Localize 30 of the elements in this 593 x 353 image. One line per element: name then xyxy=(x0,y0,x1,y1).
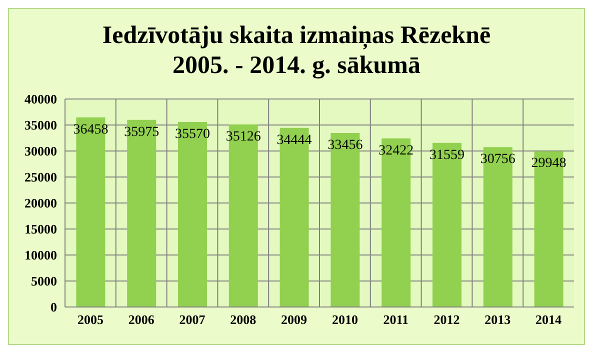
data-label: 35570 xyxy=(175,126,210,142)
x-tick-label: 2006 xyxy=(128,312,155,328)
x-tick-label: 2007 xyxy=(179,312,206,328)
x-tick-label: 2011 xyxy=(383,312,408,328)
y-tick-label: 10000 xyxy=(24,248,57,263)
chart-title: Iedzīvotāju skaita izmaiņas Rēzeknē 2005. - 2014. g. sākumā xyxy=(101,21,492,81)
data-label: 34444 xyxy=(276,132,312,148)
y-tick-label: 20000 xyxy=(24,196,57,211)
x-tick-label: 2005 xyxy=(77,312,104,328)
x-tick-label: 2009 xyxy=(281,312,308,328)
data-label: 33456 xyxy=(328,138,363,153)
data-label: 36458 xyxy=(73,122,108,138)
y-tick-label: 0 xyxy=(50,300,57,315)
data-label: 35126 xyxy=(226,129,261,144)
data-label: 35975 xyxy=(124,124,160,140)
y-tick-label: 40000 xyxy=(24,92,57,107)
y-tick-label: 25000 xyxy=(24,170,57,185)
x-tick-label: 2008 xyxy=(230,312,257,328)
x-tick-label: 2014 xyxy=(536,312,562,328)
data-label: 30756 xyxy=(480,152,516,168)
y-tick-label: 30000 xyxy=(24,144,57,159)
x-tick-label: 2012 xyxy=(434,312,460,328)
y-tick-label: 5000 xyxy=(31,274,57,289)
x-tick-label: 2013 xyxy=(484,312,512,328)
data-label: 32422 xyxy=(378,143,414,158)
x-tick-label: 2010 xyxy=(332,312,358,328)
data-label: 29948 xyxy=(531,156,566,172)
data-label: 31559 xyxy=(430,148,464,163)
y-tick-label: 35000 xyxy=(24,118,57,133)
y-tick-label: 15000 xyxy=(24,222,57,237)
